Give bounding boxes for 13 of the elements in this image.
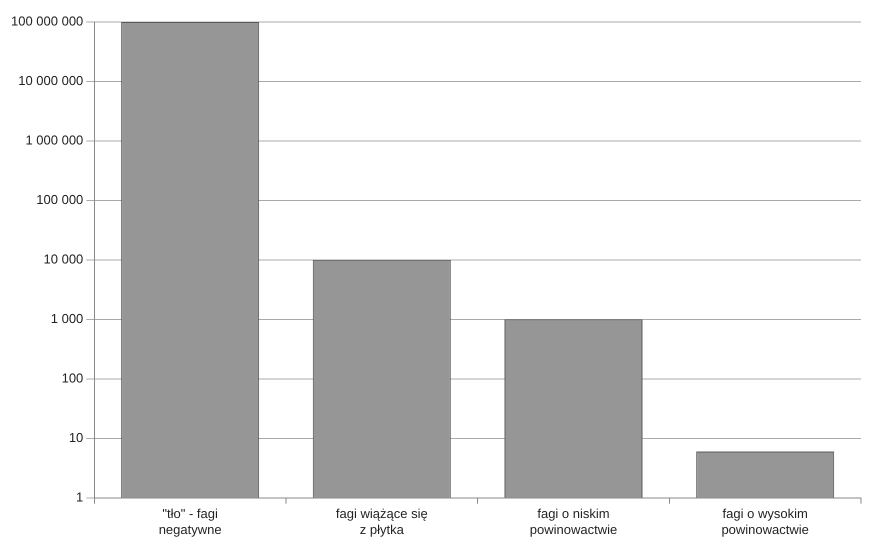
y-tick-label: 100 000: [36, 192, 84, 208]
y-tick-label: 10: [68, 430, 84, 445]
y-tick-label: 100 000 000: [10, 14, 84, 29]
x-tick-label: fagi o niskim powinowactwie: [530, 506, 618, 537]
x-tick-label: fagi wiążące się z płytka: [336, 506, 428, 537]
x-tick-label: "tło" - fagi negatywne: [158, 506, 222, 537]
y-tick-label: 1 000: [50, 310, 84, 326]
y-tick-label: 10 000: [44, 251, 84, 266]
y-tick-label: 1: [76, 489, 84, 504]
x-tick-label: fagi o wysokim powinowactwie: [721, 506, 809, 537]
y-tick-label: 1 000 000: [25, 132, 84, 148]
y-tick-label: 100: [62, 370, 84, 386]
y-tick-label: 10 000 000: [18, 73, 84, 88]
